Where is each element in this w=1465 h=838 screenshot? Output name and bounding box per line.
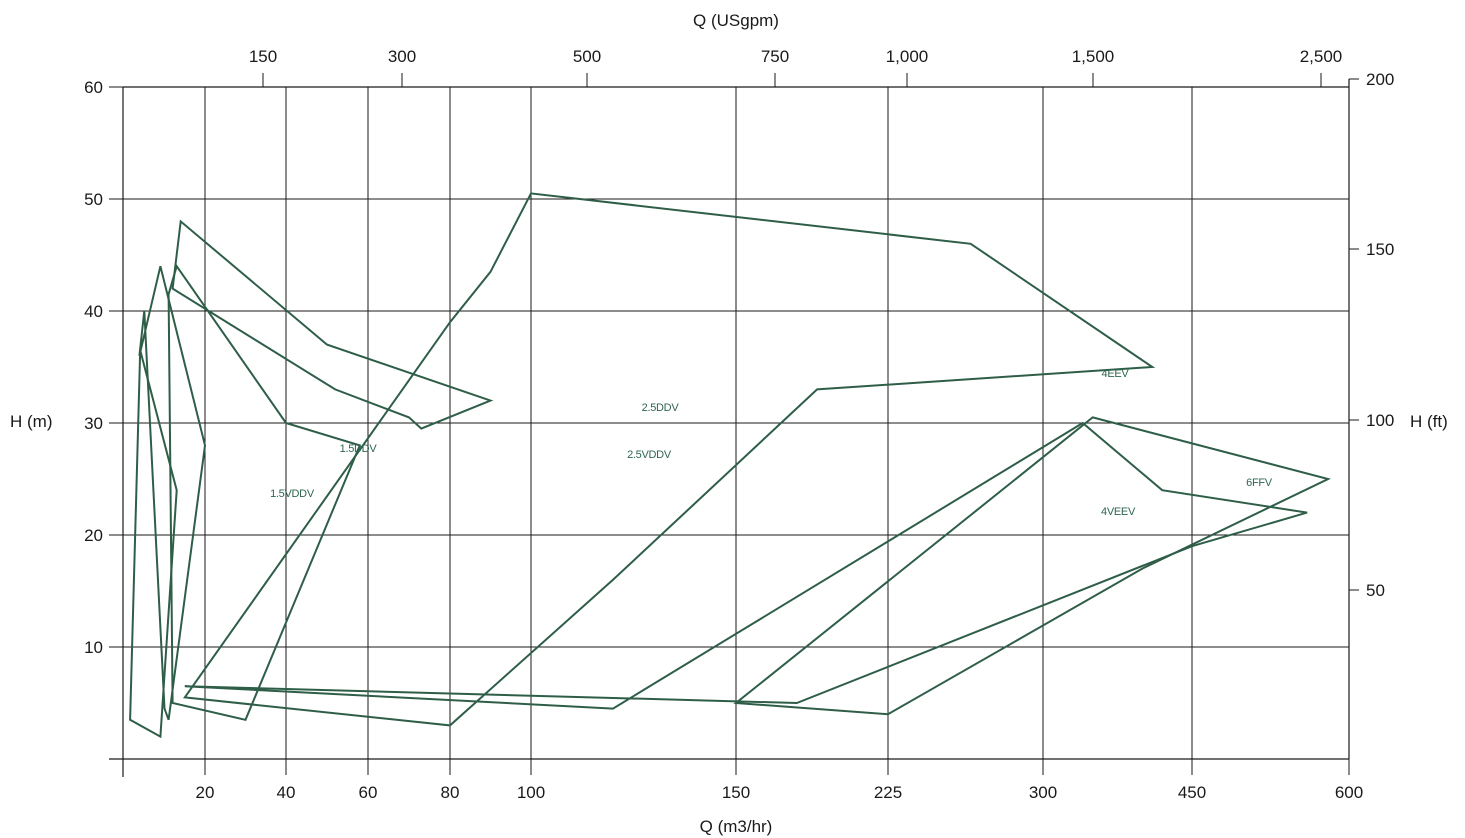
x2-tick-label: 1,500 (1072, 47, 1115, 66)
curve-2-5ddv (171, 219, 494, 430)
x-tick-label: 80 (441, 783, 460, 802)
x-tick-label: 450 (1178, 783, 1206, 802)
curve-label-6ffv: 6FFV (1246, 477, 1273, 489)
curve-4eev (182, 192, 1156, 727)
y2-tick-label: 150 (1366, 240, 1394, 259)
curve-1-5vddv (129, 349, 178, 739)
x2-tick-label: 750 (761, 47, 789, 66)
curve-label-4veev: 4VEEV (1101, 506, 1136, 518)
curve-label-2-5vddv: 2.5VDDV (627, 449, 672, 461)
x2-tick-label: 150 (249, 47, 277, 66)
x-tick-label: 225 (874, 783, 902, 802)
x2-tick-label: 300 (388, 47, 416, 66)
y-tick-label: 60 (84, 78, 103, 97)
x-tick-label: 100 (517, 783, 545, 802)
x2-tick-label: 500 (573, 47, 601, 66)
top-axis-title: Q (USgpm) (693, 11, 779, 30)
gridlines (109, 86, 1350, 775)
right-axis-title: H (ft) (1410, 412, 1448, 431)
curve-label-2-5ddv: 2.5DDV (642, 402, 680, 414)
x2-tick-label: 2,500 (1300, 47, 1343, 66)
y-tick-label: 10 (84, 638, 103, 657)
curve-6ffv (733, 416, 1331, 716)
x-tick-label: 20 (196, 783, 215, 802)
curve-4veev (184, 421, 1308, 710)
x-tick-label: 150 (722, 783, 750, 802)
y-tick-label: 30 (84, 414, 103, 433)
bottom-axis-title: Q (m3/hr) (700, 817, 773, 836)
axes: Q (USgpm) Q (m3/hr) H (m) H (ft) 20 40 60 8… (10, 11, 1448, 836)
y-tick-label: 50 (84, 190, 103, 209)
left-axis-title: H (m) (10, 412, 52, 431)
curve-label-1-5ddv: 1.5DDV (340, 443, 378, 455)
y2-tick-label: 50 (1366, 581, 1385, 600)
curve-label-4eev: 4EEV (1102, 368, 1130, 380)
x-tick-label: 40 (277, 783, 296, 802)
performance-curves (129, 192, 1331, 739)
x-tick-label: 60 (359, 783, 378, 802)
y-tick-label: 40 (84, 302, 103, 321)
curve-2-5vddv (167, 263, 362, 721)
curve-label-1-5vddv: 1.5VDDV (270, 488, 315, 500)
curve-labels: 1.5VDDV 1.5DDV 2.5VDDV 2.5DDV 4EEV 4VEEV 6FFV (270, 368, 1273, 518)
y2-tick-label: 200 (1366, 70, 1394, 89)
x2-tick-label: 1,000 (886, 47, 929, 66)
curve-1-5ddv (138, 265, 207, 721)
x-tick-label: 300 (1029, 783, 1057, 802)
x-tick-label: 600 (1335, 783, 1363, 802)
y2-tick-label: 100 (1366, 411, 1394, 430)
y-tick-label: 20 (84, 526, 103, 545)
